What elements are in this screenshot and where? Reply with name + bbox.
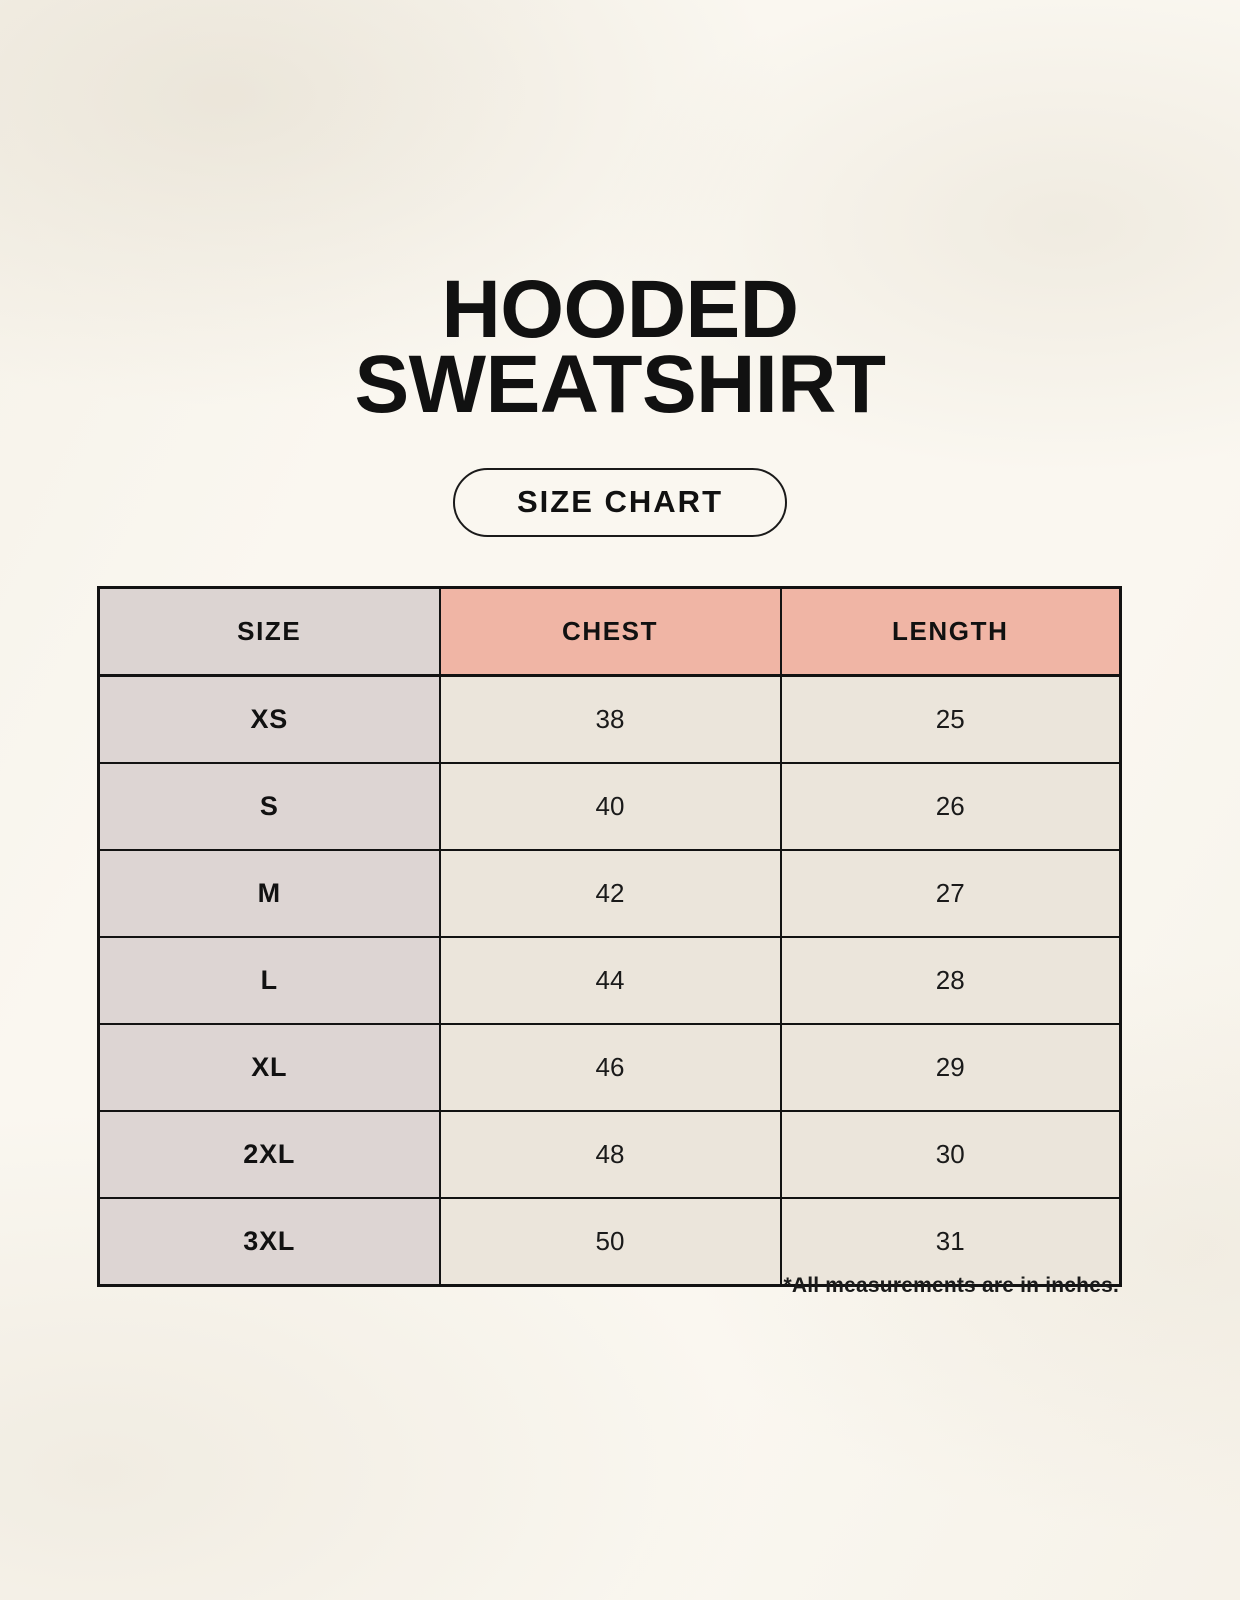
- table-row: XS 38 25: [97, 674, 1122, 764]
- cell-chest: 42: [438, 849, 782, 938]
- size-table: SIZE CHEST LENGTH XS 38 25 S 40 26 M 42 27 L 44 28 X…: [97, 586, 1122, 1287]
- cell-length: 28: [779, 936, 1122, 1025]
- size-table-head: SIZE CHEST LENGTH: [97, 586, 1122, 677]
- cell-chest: 38: [438, 674, 782, 764]
- cell-chest: 40: [438, 762, 782, 851]
- cell-length: 30: [779, 1110, 1122, 1199]
- table-row: M 42 27: [97, 849, 1122, 938]
- cell-length: 26: [779, 762, 1122, 851]
- cell-size: 3XL: [97, 1197, 441, 1287]
- table-header-row: SIZE CHEST LENGTH: [97, 586, 1122, 677]
- table-row: S 40 26: [97, 762, 1122, 851]
- cell-size: XL: [97, 1023, 441, 1112]
- cell-size: 2XL: [97, 1110, 441, 1199]
- cell-length: 27: [779, 849, 1122, 938]
- page-title-line-1: HOODED: [441, 264, 799, 355]
- cell-size: M: [97, 849, 441, 938]
- table-row: 3XL 50 31: [97, 1197, 1122, 1287]
- size-table-container: SIZE CHEST LENGTH XS 38 25 S 40 26 M 42 27 L 44 28 X…: [97, 586, 1122, 1287]
- size-chart-badge-container: SIZE CHART: [0, 468, 1240, 537]
- cell-chest: 48: [438, 1110, 782, 1199]
- page-title-line-2: SWEATSHIRT: [354, 339, 886, 431]
- cell-chest: 46: [438, 1023, 782, 1112]
- measurement-note: *All measurements are in inches.: [783, 1274, 1119, 1297]
- cell-length: 29: [779, 1023, 1122, 1112]
- size-table-body: XS 38 25 S 40 26 M 42 27 L 44 28 XL 46 29 2XL 48 30 3XL 50 3…: [97, 674, 1122, 1287]
- cell-chest: 44: [438, 936, 782, 1025]
- table-row: XL 46 29: [97, 1023, 1122, 1112]
- table-row: 2XL 48 30: [97, 1110, 1122, 1199]
- page-title: HOODED SWEATSHIRT: [0, 264, 1240, 431]
- size-chart-badge: SIZE CHART: [453, 468, 787, 537]
- cell-length: 31: [779, 1197, 1122, 1287]
- column-header-length: LENGTH: [779, 586, 1122, 677]
- table-row: L 44 28: [97, 936, 1122, 1025]
- column-header-chest: CHEST: [438, 586, 782, 677]
- cell-chest: 50: [438, 1197, 782, 1287]
- cell-size: XS: [97, 674, 441, 764]
- cell-length: 25: [779, 674, 1122, 764]
- cell-size: S: [97, 762, 441, 851]
- cell-size: L: [97, 936, 441, 1025]
- column-header-size: SIZE: [97, 586, 441, 677]
